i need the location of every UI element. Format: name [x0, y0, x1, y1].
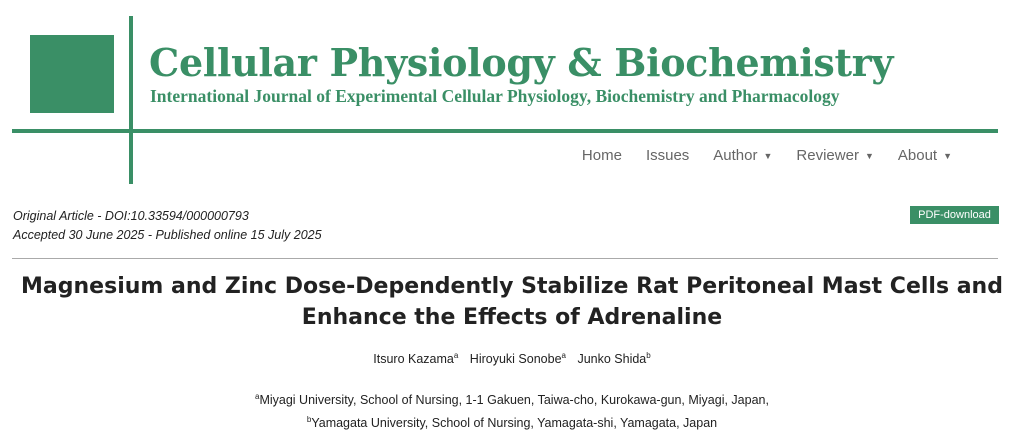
- nav-issues-label: Issues: [645, 147, 690, 164]
- author-name-text: Itsuro Kazama: [373, 352, 454, 367]
- author-affil-sup: b: [646, 351, 651, 360]
- affiliation-item: bYamagata University, School of Nursing,…: [0, 410, 1024, 433]
- header-horizontal-rule: [12, 129, 998, 133]
- caret-down-icon: ▼: [943, 150, 952, 161]
- journal-title[interactable]: Cellular Physiology & Biochemistry: [149, 40, 894, 85]
- pdf-download-button[interactable]: PDF-download: [910, 206, 999, 224]
- affil-sup: a: [255, 392, 260, 401]
- nav-reviewer-label: Reviewer: [796, 147, 859, 164]
- article-type-doi: Original Article - DOI:10.33594/00000079…: [13, 209, 249, 223]
- caret-down-icon: ▼: [864, 150, 874, 161]
- nav-home-label: Home: [581, 147, 622, 164]
- nav-reviewer-dropdown[interactable]: Reviewer ▼: [784, 147, 885, 164]
- affil-text: Miyagi University, School of Nursing, 1-…: [259, 393, 769, 408]
- author-affil-sup: a: [561, 351, 566, 360]
- affil-sup: b: [306, 415, 312, 425]
- nav-home[interactable]: Home: [570, 147, 634, 164]
- author-affil-sup: a: [453, 351, 459, 360]
- author-name[interactable]: Itsuro Kazamaa: [373, 351, 459, 367]
- author-name[interactable]: Hiroyuki Sonobea: [469, 351, 566, 367]
- author-name-text: Hiroyuki Sonobe: [469, 352, 562, 367]
- nav-author-dropdown[interactable]: Author ▼: [701, 147, 784, 164]
- main-nav: Home Issues Author ▼ Reviewer ▼ About ▼: [570, 147, 964, 164]
- nav-author-label: Author: [713, 147, 758, 164]
- affiliation-item: aMiyagi University, School of Nursing, 1…: [0, 387, 1024, 410]
- header-vertical-rule: [129, 16, 133, 184]
- article-title: Magnesium and Zinc Dose-Dependently Stab…: [21, 274, 1003, 330]
- divider: [12, 258, 998, 259]
- author-name-text: Junko Shida: [577, 352, 647, 367]
- journal-logo-square[interactable]: [30, 35, 114, 113]
- author-list: Itsuro Kazamaa Hiroyuki Sonobea Junko Sh…: [0, 351, 1024, 366]
- author-name[interactable]: Junko Shidab: [577, 351, 651, 367]
- nav-issues[interactable]: Issues: [634, 147, 701, 164]
- journal-subtitle: International Journal of Experimental Ce…: [150, 86, 840, 106]
- affiliation-list: aMiyagi University, School of Nursing, 1…: [0, 387, 1024, 433]
- nav-about-label: About: [897, 147, 938, 164]
- caret-down-icon: ▼: [763, 150, 773, 161]
- article-dates: Accepted 30 June 2025 - Published online…: [13, 228, 322, 242]
- nav-about-dropdown[interactable]: About ▼: [886, 147, 964, 164]
- affil-text: Yamagata University, School of Nursing, …: [311, 416, 718, 431]
- article-meta: Original Article - DOI:10.33594/00000079…: [13, 207, 322, 245]
